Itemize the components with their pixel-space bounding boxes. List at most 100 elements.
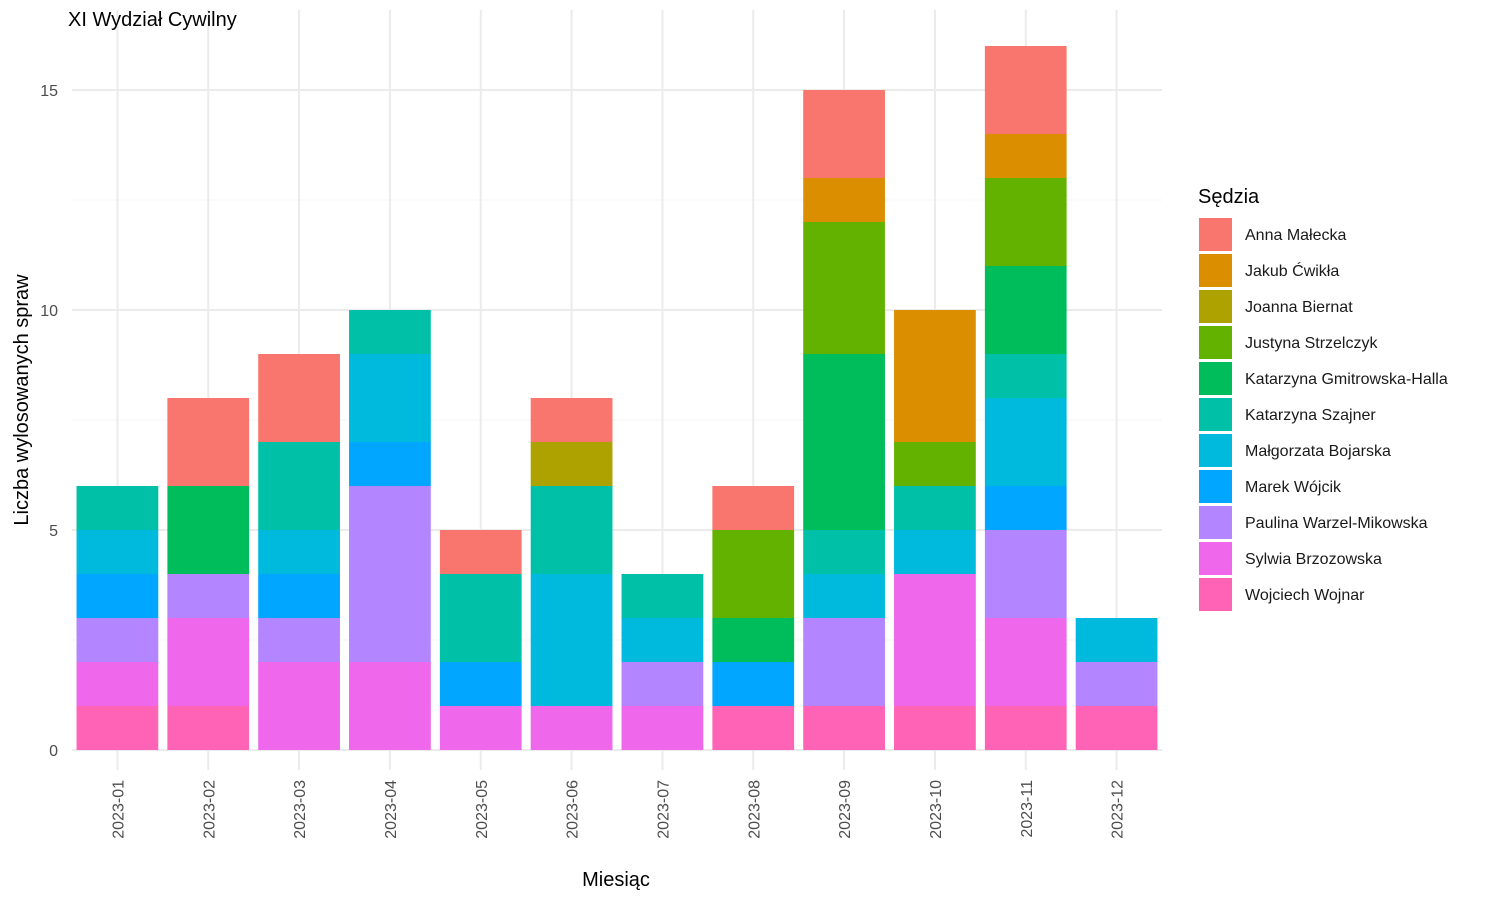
bar-segment: [803, 574, 885, 618]
bar-segment: [984, 354, 1067, 398]
x-tick-label: 2023-07: [655, 780, 672, 839]
bar-segment: [1075, 706, 1158, 750]
y-axis-ticks: 0 5 10 15: [40, 83, 58, 760]
bar-segment: [984, 178, 1067, 266]
legend-items: Anna Małecka Jakub Ćwikła Joanna Biernat Ju…: [1199, 218, 1448, 611]
bars: [76, 46, 1158, 750]
x-tick-label: 2023-09: [837, 780, 854, 839]
bar-segment: [167, 706, 250, 750]
legend-swatch: [1199, 218, 1232, 251]
bar-segment: [894, 530, 976, 574]
bar-segment: [439, 706, 522, 750]
legend-swatch: [1199, 290, 1232, 323]
legend-swatch: [1199, 542, 1232, 575]
bar-segment: [76, 574, 159, 618]
bar-segment: [894, 310, 976, 442]
bar-segment: [621, 706, 704, 750]
bar-segment: [76, 530, 159, 574]
bar-segment: [621, 574, 704, 618]
legend-label: Katarzyna Gmitrowska-Halla: [1245, 371, 1448, 388]
bar-segment: [621, 618, 704, 662]
bar-segment: [530, 706, 613, 750]
bar-segment: [984, 134, 1067, 178]
bar-segment: [530, 574, 613, 706]
bar-segment: [894, 706, 976, 750]
bar-segment: [258, 662, 340, 750]
x-tick-label: 2023-01: [110, 780, 127, 839]
legend-swatch: [1199, 398, 1232, 431]
bar-segment: [258, 618, 340, 662]
legend-swatch: [1199, 434, 1232, 467]
bar-segment: [803, 530, 885, 574]
bar-segment: [1075, 618, 1158, 662]
legend-swatch: [1199, 362, 1232, 395]
bar-segment: [803, 178, 885, 222]
bar-segment: [712, 706, 795, 750]
legend-label: Paulina Warzel-Mikowska: [1245, 515, 1428, 532]
bar-segment: [349, 442, 431, 486]
bar-segment: [349, 354, 431, 442]
bar-segment: [530, 398, 613, 442]
bar-segment: [984, 530, 1067, 618]
bar-segment: [712, 662, 795, 706]
legend-label: Wojciech Wojnar: [1245, 587, 1365, 604]
y-axis-title: Liczba wylosowanych spraw: [11, 274, 33, 526]
legend-label: Justyna Strzelczyk: [1245, 335, 1378, 352]
bar-segment: [258, 574, 340, 618]
x-tick-label: 2023-06: [565, 780, 582, 839]
x-tick-label: 2023-10: [928, 780, 945, 839]
legend-swatch: [1199, 506, 1232, 539]
bar-segment: [894, 442, 976, 486]
legend-label: Katarzyna Szajner: [1245, 407, 1376, 424]
chart-title: XI Wydział Cywilny: [68, 9, 237, 31]
bar-segment: [803, 222, 885, 354]
bar-segment: [803, 706, 885, 750]
bar-segment: [984, 46, 1067, 134]
bar-segment: [712, 486, 795, 530]
bar-segment: [712, 530, 795, 618]
bar-segment: [349, 486, 431, 662]
bar-segment: [1075, 662, 1158, 706]
bar-segment: [76, 486, 159, 530]
bar-segment: [76, 618, 159, 662]
legend-title: Sędzia: [1198, 186, 1260, 208]
bar-segment: [621, 662, 704, 706]
bar-segment: [167, 618, 250, 706]
x-axis-ticks: 2023-01 2023-02 2023-03 2023-04 2023-05 2023-…: [110, 780, 1126, 839]
bar-segment: [530, 486, 613, 574]
legend-label: Małgorzata Bojarska: [1245, 443, 1391, 460]
bar-segment: [258, 442, 340, 530]
bar-segment: [803, 354, 885, 530]
bar-segment: [349, 310, 431, 354]
legend-label: Marek Wójcik: [1245, 479, 1342, 496]
legend-swatch: [1199, 254, 1232, 287]
legend-label: Anna Małecka: [1245, 227, 1346, 244]
bar-segment: [984, 398, 1067, 486]
legend-label: Joanna Biernat: [1245, 299, 1353, 316]
bar-segment: [439, 662, 522, 706]
x-tick-label: 2023-05: [474, 780, 491, 839]
bar-segment: [984, 706, 1067, 750]
bar-segment: [258, 530, 340, 574]
bar-segment: [167, 574, 250, 618]
legend-swatch: [1199, 470, 1232, 503]
y-tick-label: 5: [49, 523, 58, 540]
x-tick-label: 2023-12: [1110, 780, 1127, 839]
bar-segment: [76, 706, 159, 750]
x-tick-label: 2023-02: [201, 780, 218, 839]
bar-segment: [803, 90, 885, 178]
legend-label: Jakub Ćwikła: [1245, 261, 1339, 280]
legend-label: Sylwia Brzozowska: [1245, 551, 1382, 568]
bar-segment: [530, 442, 613, 486]
bar-segment: [439, 574, 522, 662]
legend: Sędzia Anna Małecka Jakub Ćwikła Joanna Bi…: [1198, 186, 1448, 611]
bar-segment: [167, 398, 250, 486]
bar-segment: [984, 486, 1067, 530]
bar-segment: [439, 530, 522, 574]
x-tick-label: 2023-11: [1019, 780, 1036, 838]
bar-segment: [984, 266, 1067, 354]
bar-segment: [349, 662, 431, 750]
bar-segment: [76, 662, 159, 706]
bar-segment: [258, 354, 340, 442]
